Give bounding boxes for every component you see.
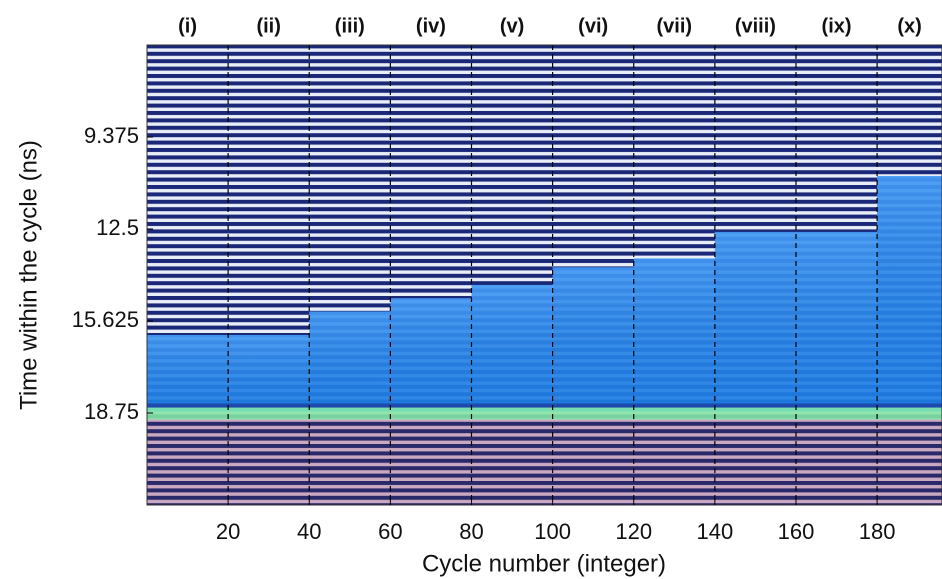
section-label: (iii) xyxy=(335,15,365,37)
section-label: (ix) xyxy=(822,15,852,37)
x-tick-label: 20 xyxy=(216,519,240,544)
y-tick-label: 15.625 xyxy=(72,307,139,332)
plot-frame xyxy=(146,44,942,506)
blue-region-shade xyxy=(390,298,472,412)
y-tick-label: 18.75 xyxy=(84,399,139,424)
section-label: (v) xyxy=(500,15,524,37)
section-label: (ii) xyxy=(256,15,280,37)
x-tick-label: 180 xyxy=(859,519,896,544)
blue-region-shade xyxy=(228,334,310,412)
blue-region-shade xyxy=(795,231,878,412)
x-tick-label: 40 xyxy=(297,519,321,544)
y-axis-label: Time within the cycle (ns) xyxy=(15,140,42,410)
x-tick-label: 160 xyxy=(778,519,815,544)
x-tick-label: 120 xyxy=(615,519,652,544)
y-tick-label: 12.5 xyxy=(96,215,139,240)
baseline-dark xyxy=(147,403,942,408)
section-label: (vi) xyxy=(578,15,608,37)
x-axis-label: Cycle number (integer) xyxy=(422,550,666,577)
blue-region-shade xyxy=(633,258,715,412)
plot-area xyxy=(147,45,942,505)
x-tick-label: 80 xyxy=(459,519,483,544)
x-tick-label: 60 xyxy=(378,519,402,544)
section-label: (vii) xyxy=(657,15,693,37)
section-label: (i) xyxy=(178,15,197,37)
lower-stripes xyxy=(147,411,942,505)
x-tick-label: 100 xyxy=(534,519,571,544)
x-tick-label: 140 xyxy=(696,519,733,544)
baseline-band xyxy=(147,407,942,420)
section-label: (x) xyxy=(897,15,921,37)
blue-region-shade xyxy=(471,284,553,412)
blue-region-shade xyxy=(552,267,634,412)
y-tick-label: 9.375 xyxy=(84,123,139,148)
blue-region-shade xyxy=(877,176,942,412)
section-label: (viii) xyxy=(735,15,776,37)
blue-region-shade xyxy=(147,334,229,412)
section-label: (iv) xyxy=(416,15,446,37)
blue-region-shade xyxy=(309,311,391,412)
blue-region-shade xyxy=(714,231,796,412)
